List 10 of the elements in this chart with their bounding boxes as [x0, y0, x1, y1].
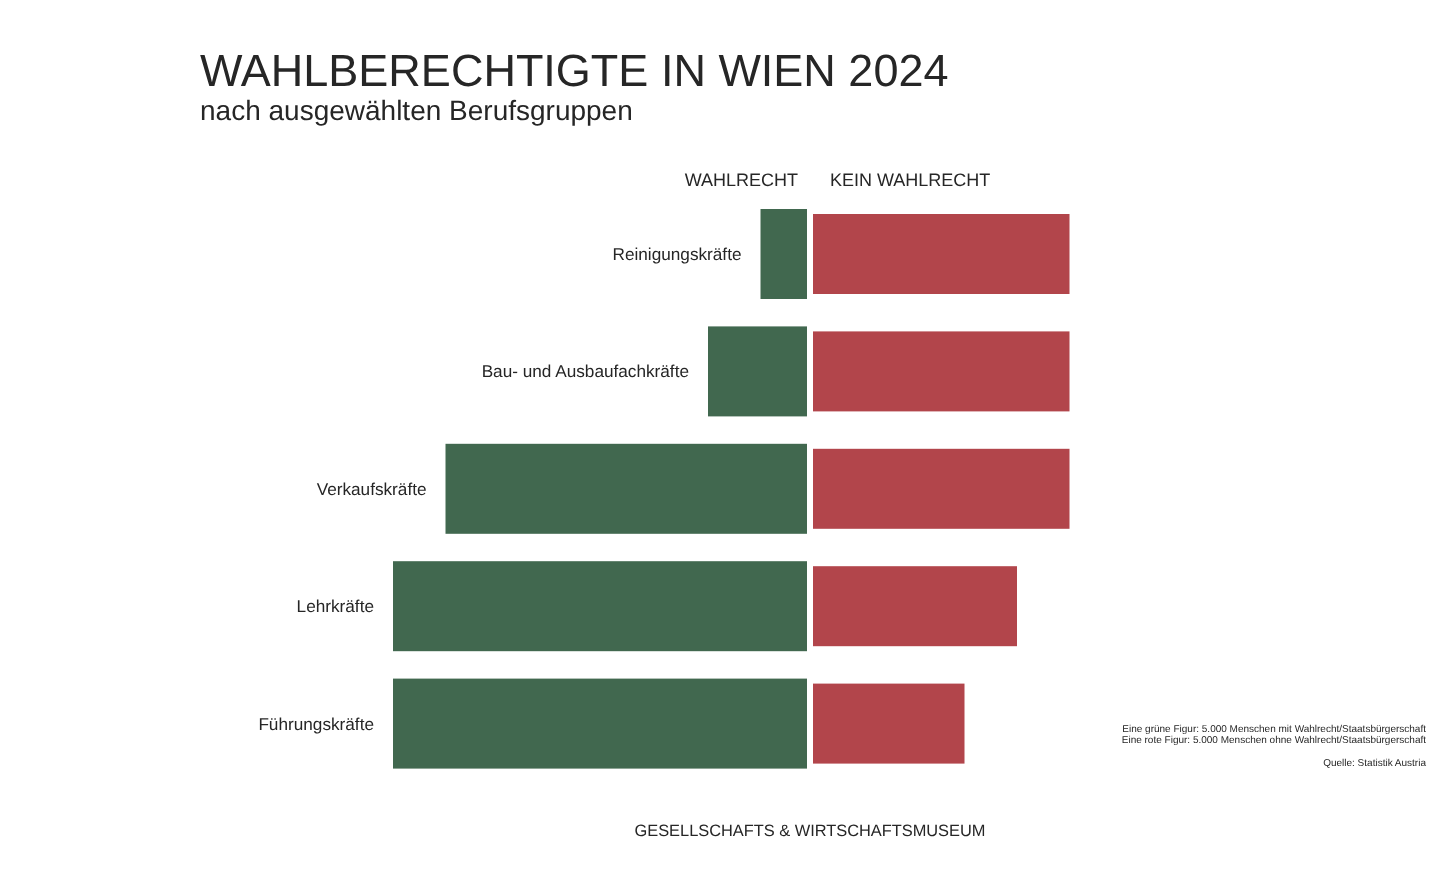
text: GESELLSCHAFTS & WIRTSCHAFTSMUSEUM: [634, 822, 986, 840]
chart-subtitle: nach ausgewählten Berufsgruppen: [200, 94, 633, 126]
y-tick-label: Reinigungskräfte: [612, 244, 742, 264]
chart-title: WAHLBERECHTIGTE IN WIEN 2024: [200, 46, 949, 96]
y-tick-label: Verkaufskräfte: [316, 478, 427, 499]
series-label: WAHLRECHT: [684, 170, 799, 190]
series-label: KEIN WAHLRECHT: [830, 170, 992, 190]
y-tick-label: Lehrkräfte: [296, 596, 375, 617]
y-tick-label: Bau- und Ausbaufachkräfte: [481, 361, 690, 382]
y-tick-label: Führungskräfte: [258, 713, 375, 734]
